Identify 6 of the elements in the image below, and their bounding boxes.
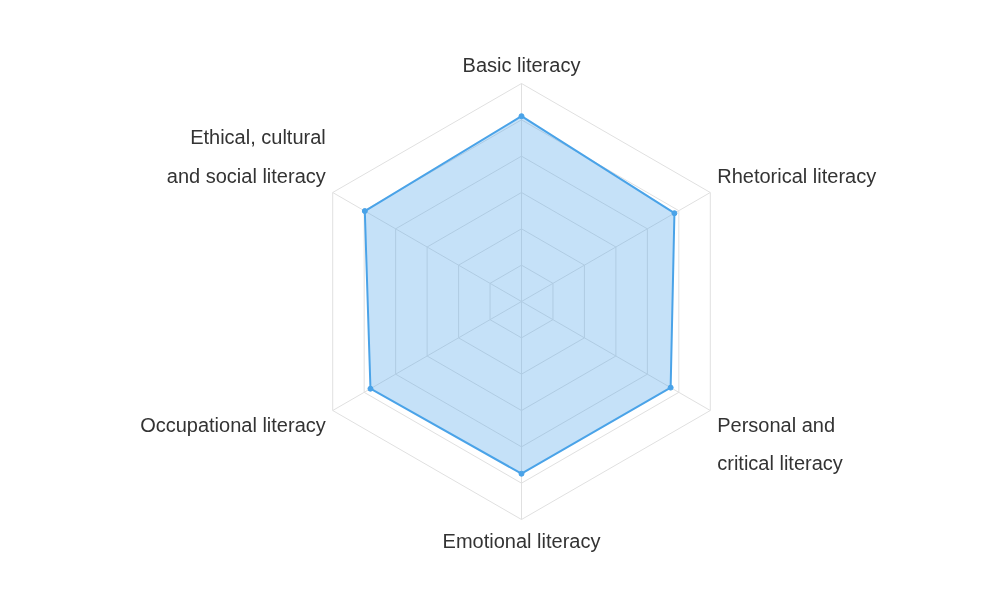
spoke-label: Occupational literacy: [140, 413, 326, 436]
spoke-label: Emotional literacy: [442, 529, 601, 552]
spoke-label: Basic literacy: [462, 53, 581, 76]
spoke-label: Personal and critical literacy: [717, 413, 843, 474]
spoke-label: Ethical, cultural and social literacy: [166, 126, 326, 187]
spoke-label: Rhetorical literacy: [717, 164, 877, 187]
